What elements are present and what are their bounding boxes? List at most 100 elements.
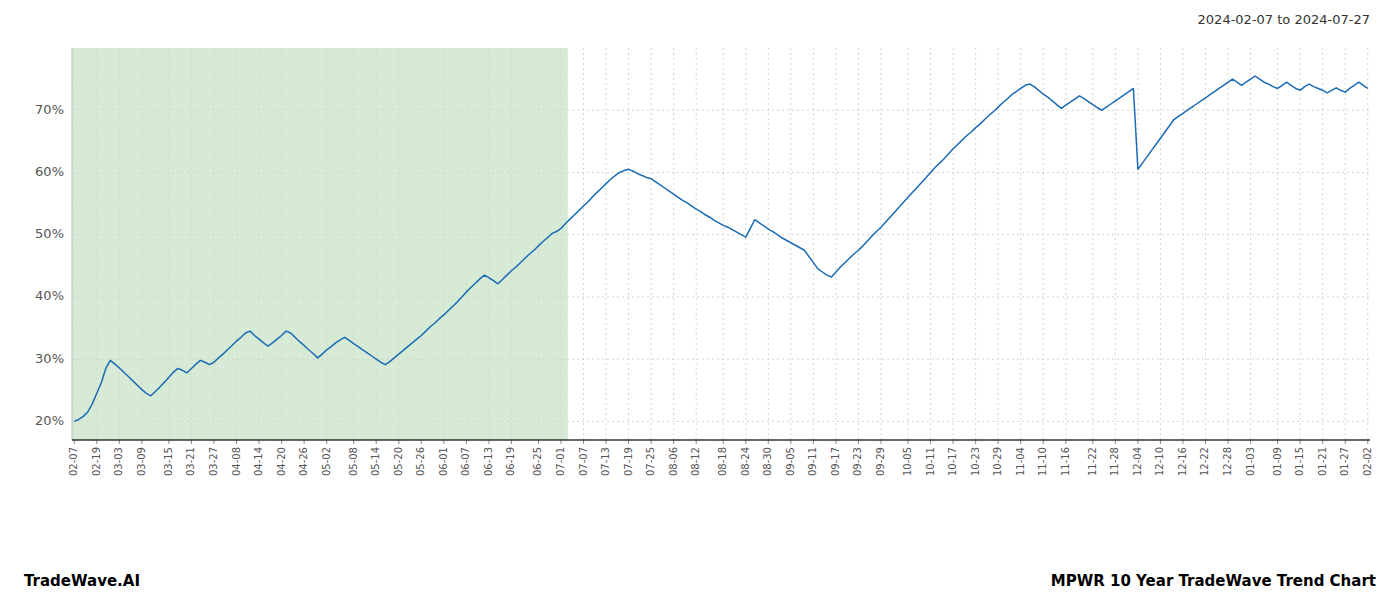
x-tick-label: 03-09 xyxy=(136,447,147,476)
chart: 20%30%40%50%60%70%02-0702-1903-0303-0903… xyxy=(0,0,1400,600)
x-tick-label: 05-14 xyxy=(370,447,381,476)
x-grid-line xyxy=(488,48,489,440)
x-grid-line xyxy=(213,48,214,440)
x-tick-label: 01-27 xyxy=(1339,447,1350,476)
x-tick-label: 10-29 xyxy=(992,447,1003,476)
x-tick-label: 11-28 xyxy=(1109,447,1120,476)
y-grid-line xyxy=(72,234,1370,235)
y-grid-line xyxy=(72,296,1370,297)
x-tick-label: 08-18 xyxy=(717,447,728,476)
y-tick-label: 70% xyxy=(35,102,64,117)
x-grid-line xyxy=(119,48,120,440)
x-grid-line xyxy=(858,48,859,440)
x-tick-label: 07-19 xyxy=(623,447,634,476)
x-grid-line xyxy=(1020,48,1021,440)
footer-left: TradeWave.AI xyxy=(24,572,140,590)
x-tick-label: 03-27 xyxy=(208,447,219,476)
x-grid-line xyxy=(1160,48,1161,440)
x-grid-line xyxy=(326,48,327,440)
x-tick-label: 01-21 xyxy=(1317,447,1328,476)
x-grid-line xyxy=(723,48,724,440)
x-grid-line xyxy=(191,48,192,440)
x-tick-label: 10-05 xyxy=(902,447,913,476)
axes: 20%30%40%50%60%70%02-0702-1903-0303-0903… xyxy=(35,48,1373,476)
x-tick-label: 05-02 xyxy=(321,447,332,476)
x-tick-label: 08-12 xyxy=(690,447,701,476)
x-tick-label: 01-15 xyxy=(1294,447,1305,476)
x-grid-line xyxy=(880,48,881,440)
y-grid-line xyxy=(72,110,1370,111)
x-grid-line xyxy=(745,48,746,440)
x-grid-line xyxy=(511,48,512,440)
x-grid-line xyxy=(908,48,909,440)
y-axis-line xyxy=(72,48,73,440)
x-grid-line xyxy=(1043,48,1044,440)
x-tick-label: 01-09 xyxy=(1272,447,1283,476)
x-grid-line xyxy=(141,48,142,440)
x-grid-line xyxy=(376,48,377,440)
x-grid-line xyxy=(466,48,467,440)
x-grid-line xyxy=(790,48,791,440)
y-grid-line xyxy=(72,359,1370,360)
x-grid-line xyxy=(1228,48,1229,440)
x-tick-label: 05-26 xyxy=(415,447,426,476)
x-tick-label: 06-25 xyxy=(532,447,543,476)
x-grid-line xyxy=(628,48,629,440)
x-tick-label: 06-19 xyxy=(505,447,516,476)
x-tick-label: 09-17 xyxy=(830,447,841,476)
x-tick-label: 07-07 xyxy=(578,447,589,476)
x-tick-label: 06-13 xyxy=(483,447,494,476)
x-grid-line xyxy=(835,48,836,440)
x-tick-label: 04-26 xyxy=(298,447,309,476)
x-grid-line xyxy=(443,48,444,440)
x-grid-line xyxy=(1322,48,1323,440)
x-grid-line xyxy=(304,48,305,440)
x-grid-line xyxy=(353,48,354,440)
x-grid-line xyxy=(768,48,769,440)
x-tick-label: 12-22 xyxy=(1199,447,1210,476)
x-tick-label: 07-13 xyxy=(600,447,611,476)
y-grid-line xyxy=(72,172,1370,173)
x-grid-line xyxy=(1277,48,1278,440)
x-tick-label: 07-01 xyxy=(555,447,566,476)
x-grid-line xyxy=(236,48,237,440)
y-tick-label: 30% xyxy=(35,351,64,366)
x-axis-line xyxy=(72,439,1370,441)
x-tick-label: 11-04 xyxy=(1015,447,1026,476)
x-tick-label: 09-23 xyxy=(852,447,863,476)
x-tick-label: 11-10 xyxy=(1037,447,1048,476)
x-tick-label: 11-22 xyxy=(1087,447,1098,476)
x-grid-line xyxy=(1065,48,1066,440)
x-tick-label: 09-29 xyxy=(875,447,886,476)
x-tick-label: 04-14 xyxy=(253,447,264,476)
x-tick-label: 04-20 xyxy=(276,447,287,476)
x-tick-label: 05-08 xyxy=(348,447,359,476)
x-tick-label: 03-15 xyxy=(163,447,174,476)
x-tick-label: 03-03 xyxy=(113,447,124,476)
x-tick-label: 10-23 xyxy=(970,447,981,476)
x-grid-line xyxy=(1092,48,1093,440)
x-tick-label: 01-03 xyxy=(1245,447,1256,476)
line xyxy=(74,76,1368,421)
x-grid-line xyxy=(259,48,260,440)
x-grid-line xyxy=(1250,48,1251,440)
y-tick-label: 40% xyxy=(35,288,64,303)
grid xyxy=(72,48,1370,440)
plot-area xyxy=(72,48,568,440)
x-tick-label: 03-21 xyxy=(185,447,196,476)
x-tick-label: 06-07 xyxy=(460,447,471,476)
x-grid-line xyxy=(1115,48,1116,440)
y-grid-line xyxy=(72,421,1370,422)
x-grid-line xyxy=(953,48,954,440)
x-tick-label: 02-07 xyxy=(68,447,79,476)
x-tick-label: 07-25 xyxy=(645,447,656,476)
x-grid-line xyxy=(606,48,607,440)
x-tick-label: 08-24 xyxy=(740,447,751,476)
x-grid-line xyxy=(168,48,169,440)
x-grid-line xyxy=(74,48,75,440)
x-grid-line xyxy=(1137,48,1138,440)
y-tick-label: 20% xyxy=(35,413,64,428)
x-tick-label: 11-16 xyxy=(1060,447,1071,476)
x-grid-line xyxy=(1182,48,1183,440)
x-grid-line xyxy=(1300,48,1301,440)
